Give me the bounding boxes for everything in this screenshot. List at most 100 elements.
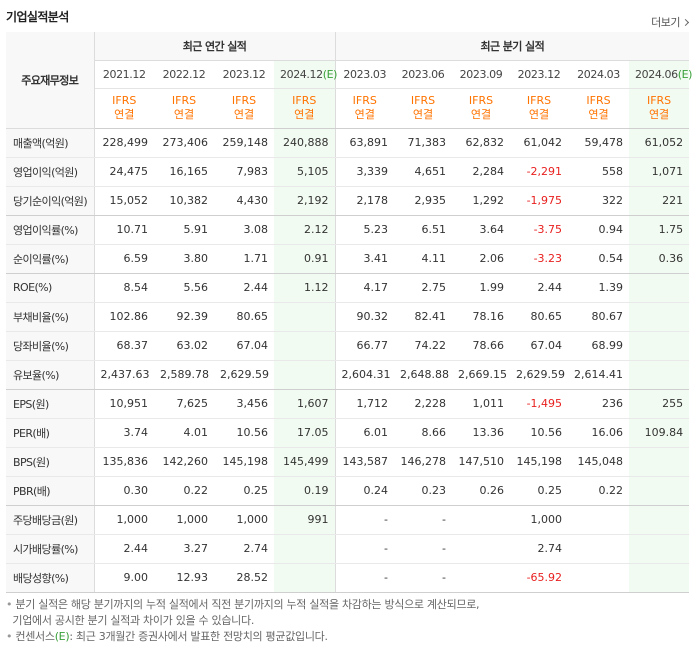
table-cell: 7,625 (154, 389, 214, 419)
row-label: PER(배) (6, 418, 95, 448)
table-row: 매출액(억원) 228,499 273,406 259,148 240,888 63,89… (6, 128, 690, 158)
table-cell: 236 (568, 389, 630, 419)
table-cell: 68.37 (94, 331, 154, 361)
ifrs-label: IFRS 연결 (568, 88, 630, 129)
table-cell: - (334, 505, 395, 535)
table-cell: 1,011 (452, 389, 511, 419)
table-cell: 10,382 (154, 186, 214, 216)
ifrs-label: IFRS 연결 (94, 88, 154, 129)
table-cell: 1,000 (94, 505, 154, 535)
table-cell: 7,983 (214, 157, 274, 187)
period-header: 2023.12 (510, 60, 569, 89)
table-cell: 3,339 (334, 157, 395, 187)
group-annual: 최근 연간 실적 (94, 32, 336, 61)
table-cell: 13.36 (452, 418, 511, 448)
ifrs-label: IFRS 연결 (154, 88, 214, 129)
table-cell: 1,607 (274, 389, 336, 419)
table-row: 주당배당금(원) 1,000 1,000 1,000 991- -1,000 (6, 505, 690, 535)
row-label: 영업이익(억원) (6, 157, 95, 187)
row-label: 순이익률(%) (6, 244, 95, 274)
table-cell (452, 505, 511, 535)
ifrs-label: IFRS 연결 (629, 88, 690, 129)
ifrs-label: IFRS 연결 (274, 88, 336, 129)
table-cell: 3.80 (154, 244, 214, 274)
table-cell (568, 505, 630, 535)
table-row: ROE(%) 8.54 5.56 2.44 1.12 4.17 2.75 1.99 2.44 1.… (6, 273, 690, 303)
table-cell: 4.11 (394, 244, 453, 274)
table-cell: 59,478 (568, 128, 630, 158)
table-cell: 3.08 (214, 215, 274, 245)
table-cell: 0.25 (214, 476, 274, 506)
table-cell: -65.92 (510, 563, 569, 593)
table-cell: 10.71 (94, 215, 154, 245)
table-cell: 78.66 (452, 331, 511, 361)
table-cell: 24,475 (94, 157, 154, 187)
table-row: EPS(원) 10,951 7,625 3,456 1,607 1,712 2,228 1,0… (6, 389, 690, 419)
table-cell: 67.04 (214, 331, 274, 361)
table-cell: 67.04 (510, 331, 569, 361)
table-cell (274, 360, 336, 390)
footnote-1-cont: 기업에서 공시한 분기 실적과 차이가 있을 수 있습니다. (12, 614, 255, 627)
table-cell: 1,000 (214, 505, 274, 535)
table-cell: 4.01 (154, 418, 214, 448)
table-cell: 0.36 (629, 244, 690, 274)
table-cell: 0.19 (274, 476, 336, 506)
table-row: PBR(배) 0.30 0.22 0.25 0.19 0.24 0.23 0.26 0.25 0.… (6, 476, 690, 506)
row-label: 부채비율(%) (6, 302, 95, 332)
table-cell: 5,105 (274, 157, 336, 187)
table-cell: 80.65 (214, 302, 274, 332)
table-cell: 142,260 (154, 447, 214, 477)
table-cell: 5.23 (334, 215, 395, 245)
footnote-2: • 컨센서스(E): 최근 3개월간 증권사에서 발표한 전망치의 평균값입니다… (6, 630, 328, 643)
table-cell: 2,629.59 (214, 360, 274, 390)
row-label: PBR(배) (6, 476, 95, 506)
more-link[interactable]: 더보기 (651, 14, 690, 30)
table-cell: 16.06 (568, 418, 630, 448)
period-header: 2024.12(E) (274, 60, 337, 89)
table-cell: 4,430 (214, 186, 274, 216)
table-cell: 322 (568, 186, 630, 216)
table-cell: 6.59 (94, 244, 154, 274)
table-cell: - (394, 534, 453, 564)
table-cell: 6.51 (394, 215, 453, 245)
table-cell: 1,071 (629, 157, 690, 187)
table-cell: 145,198 (214, 447, 274, 477)
chevron-right-icon (681, 18, 690, 27)
table-cell: 61,052 (629, 128, 690, 158)
table-cell: 92.39 (154, 302, 214, 332)
table-cell: 3.64 (452, 215, 511, 245)
row-label: 주당배당금(원) (6, 505, 95, 535)
period-header: 2023.09 (452, 60, 511, 89)
footnotes: • 분기 실적은 해당 분기까지의 누적 실적에서 직전 분기까지의 누적 실적… (6, 597, 686, 645)
table-cell: 0.26 (452, 476, 511, 506)
ifrs-label: IFRS 연결 (394, 88, 453, 129)
table-cell: 10.56 (510, 418, 569, 448)
table-cell: 2,935 (394, 186, 453, 216)
table-cell: - (334, 534, 395, 564)
table-cell: 1.75 (629, 215, 690, 245)
row-label: 배당성향(%) (6, 563, 95, 593)
row-label: EPS(원) (6, 389, 95, 419)
table-cell: 2.74 (510, 534, 569, 564)
table-cell: 5.91 (154, 215, 214, 245)
table-row: PER(배) 3.74 4.01 10.56 17.05 6.01 8.66 13.36 10.… (6, 418, 690, 448)
table-cell: 2.44 (94, 534, 154, 564)
table-cell: 17.05 (274, 418, 336, 448)
row-label: 당좌비율(%) (6, 331, 95, 361)
table-cell: 74.22 (394, 331, 453, 361)
table-cell: 221 (629, 186, 690, 216)
table-cell: 3.74 (94, 418, 154, 448)
table-cell (452, 534, 511, 564)
table-cell: -2,291 (510, 157, 569, 187)
table-cell: 68.99 (568, 331, 630, 361)
period-header: 2023.06 (394, 60, 453, 89)
table-cell: -3.23 (510, 244, 569, 274)
table-row: 유보율(%) 2,437.63 2,589.78 2,629.59 2,604.31 2,… (6, 360, 690, 390)
table-cell: 63,891 (334, 128, 395, 158)
table-cell: 8.66 (394, 418, 453, 448)
table-cell: 2,284 (452, 157, 511, 187)
table-cell: 82.41 (394, 302, 453, 332)
table-cell: 0.91 (274, 244, 336, 274)
table-cell: 228,499 (94, 128, 154, 158)
table-cell: 0.94 (568, 215, 630, 245)
